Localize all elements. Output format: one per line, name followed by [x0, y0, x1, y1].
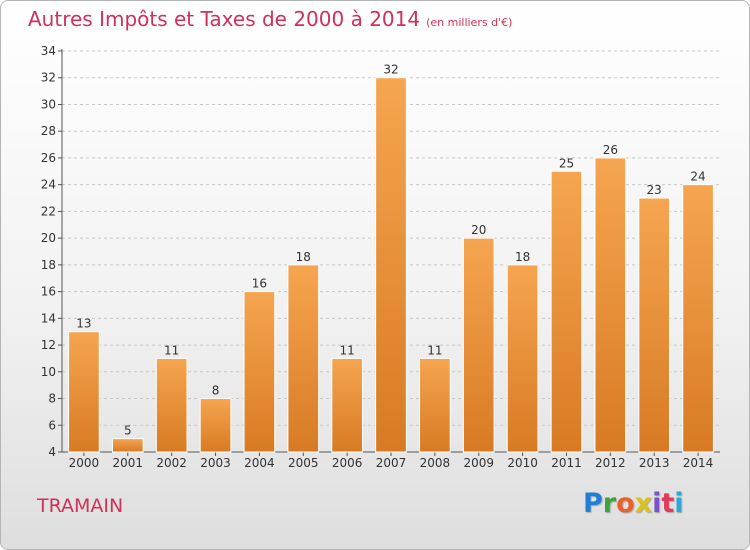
y-tick-labels: 4 6 8 10 12 14 16 18 20 22 24 26 28 30 32 34 — [41, 44, 56, 459]
y-tick-label: 24 — [41, 178, 56, 192]
y-tick-label: 30 — [41, 97, 56, 111]
proxiti-logo[interactable]: Proxiti — [583, 488, 684, 519]
y-tick-label: 32 — [41, 71, 56, 85]
bar-2009 — [462, 237, 495, 453]
commune-name: TRAMAIN — [37, 495, 124, 517]
bar-2008 — [419, 357, 451, 453]
chart-title: Autres Impôts et Taxes de 2000 à 2014 (en… — [28, 7, 512, 31]
bar-2004 — [243, 291, 276, 453]
bar-2005 — [287, 264, 320, 453]
logo-letter: t — [661, 488, 675, 519]
x-tick-label: 2004 — [244, 456, 275, 470]
bar-value-label: 20 — [471, 223, 486, 237]
bar-2001 — [111, 438, 144, 453]
bar-value-label: 16 — [252, 277, 267, 291]
bar-2011 — [550, 170, 583, 453]
y-tick-label: 34 — [41, 44, 56, 58]
x-tick-label: 2009 — [463, 456, 494, 470]
bar-value-label: 23 — [647, 183, 662, 197]
y-tick-label: 28 — [41, 124, 56, 138]
y-tick-label: 26 — [41, 151, 56, 165]
x-tick-label: 2002 — [156, 456, 187, 470]
y-tick-label: 6 — [48, 418, 56, 432]
chart-subtitle: (en milliers d'€) — [426, 16, 513, 29]
x-tick-label: 2012 — [595, 456, 626, 470]
x-tick-label: 2000 — [69, 456, 100, 470]
bar-2010 — [506, 264, 539, 453]
x-tick-label: 2001 — [113, 456, 144, 470]
bar-2002 — [155, 357, 188, 453]
bar-value-label: 8 — [212, 384, 220, 398]
x-tick-label: 2006 — [332, 456, 363, 470]
bar-2007 — [375, 77, 407, 453]
logo-letter: x — [634, 488, 653, 519]
bars — [68, 77, 714, 453]
y-tick-label: 14 — [41, 311, 56, 325]
bar-2000 — [68, 331, 100, 453]
bar-value-label: 26 — [603, 143, 618, 157]
chart-title-text: Autres Impôts et Taxes de 2000 à 2014 — [28, 7, 421, 31]
y-tick-label: 4 — [48, 445, 56, 459]
logo-letter: r — [602, 488, 617, 519]
bar-2013 — [638, 197, 671, 453]
x-tick-labels: 2000 2001 2002 2003 2004 2005 2006 2007 2008 2009… — [69, 456, 714, 470]
x-tick-label: 2010 — [507, 456, 538, 470]
bar-2014 — [682, 184, 714, 453]
bar-value-label: 11 — [164, 343, 179, 357]
bar-2003 — [199, 398, 232, 453]
bar-value-label: 13 — [76, 317, 91, 331]
y-tick-label: 12 — [41, 338, 56, 352]
bar-labels: 13 5 11 8 16 18 11 32 11 20 18 25 26 23 24 — [76, 63, 705, 438]
bar-value-label: 32 — [383, 63, 398, 77]
x-tick-label: 2003 — [200, 456, 231, 470]
bar-value-label: 18 — [296, 250, 311, 264]
y-tick-label: 20 — [41, 231, 56, 245]
y-tick-label: 22 — [41, 204, 56, 218]
bar-2012 — [594, 157, 627, 453]
bar-value-label: 11 — [339, 343, 354, 357]
y-tick-label: 16 — [41, 285, 56, 299]
logo-letter: P — [583, 488, 603, 519]
x-tick-label: 2011 — [551, 456, 582, 470]
bar-2006 — [331, 357, 363, 453]
bar-value-label: 25 — [559, 156, 574, 170]
y-tick-label: 18 — [41, 258, 56, 272]
x-tick-label: 2014 — [683, 456, 714, 470]
y-tick-label: 10 — [41, 365, 56, 379]
x-tick-label: 2008 — [420, 456, 451, 470]
y-tick-label: 8 — [48, 392, 56, 406]
bar-value-label: 24 — [690, 170, 705, 184]
bar-value-label: 11 — [427, 343, 442, 357]
logo-letter: i — [652, 488, 662, 519]
x-tick-label: 2007 — [376, 456, 407, 470]
logo-letter: i — [674, 488, 684, 519]
logo-letter: o — [616, 488, 635, 519]
x-tick-label: 2005 — [288, 456, 319, 470]
x-tick-label: 2013 — [639, 456, 670, 470]
bar-value-label: 18 — [515, 250, 530, 264]
bar-value-label: 5 — [124, 424, 132, 438]
